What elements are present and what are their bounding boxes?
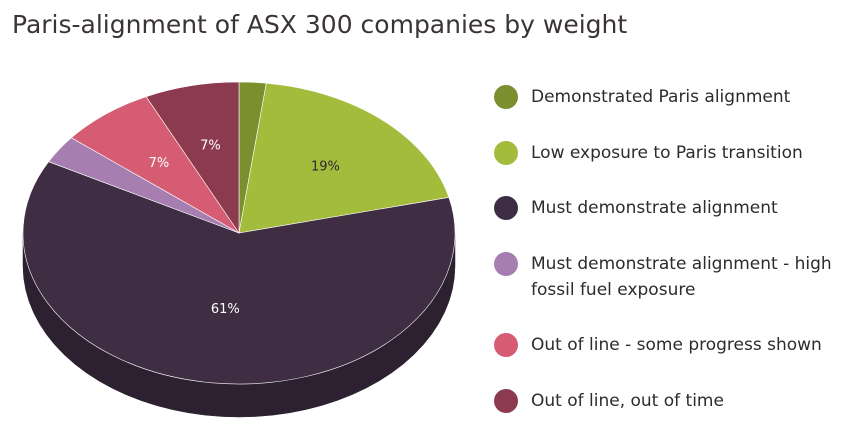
legend-swatch xyxy=(494,196,518,220)
legend-label: Low exposure to Paris transition xyxy=(531,143,803,163)
legend-item: Demonstrated Paris alignment xyxy=(494,84,841,110)
chart-title: Paris-alignment of ASX 300 companies by … xyxy=(12,10,628,39)
legend-label: Must demonstrate alignment xyxy=(531,198,778,218)
legend-label: Demonstrated Paris alignment xyxy=(531,87,791,107)
legend-label: Out of line - some progress shown xyxy=(531,335,822,355)
legend-label: Must demonstrate alignment - high fossil… xyxy=(531,254,832,300)
legend-item: Out of line - some progress shown xyxy=(494,332,841,358)
pie-slice xyxy=(145,81,240,234)
legend-swatch xyxy=(494,333,518,357)
pie-data-label: 61% xyxy=(211,302,240,317)
legend-swatch xyxy=(494,141,518,165)
legend-item: Low exposure to Paris transition xyxy=(494,140,841,166)
pie-data-label: 7% xyxy=(200,139,221,154)
legend-item: Out of line, out of time xyxy=(494,388,841,414)
legend-swatch xyxy=(494,252,518,276)
pie-slice xyxy=(22,161,456,385)
legend-item: Must demonstrate alignment xyxy=(494,195,841,221)
legend-label: Out of line, out of time xyxy=(531,391,724,411)
pie-data-label: 19% xyxy=(311,160,340,175)
pie-top xyxy=(22,81,456,385)
legend-item: Must demonstrate alignment - high fossil… xyxy=(494,251,841,303)
legend-swatch xyxy=(494,389,518,413)
pie-slice xyxy=(238,82,450,234)
legend-swatch xyxy=(494,85,518,109)
pie-data-label: 7% xyxy=(149,156,170,171)
pie-labels: 19% 61% 7% 7% xyxy=(149,139,340,317)
